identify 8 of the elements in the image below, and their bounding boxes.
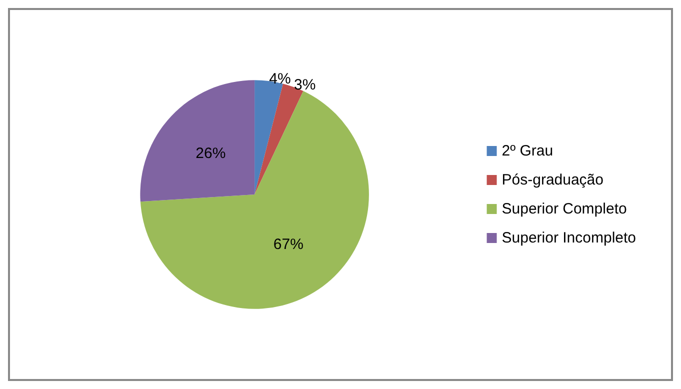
legend-label: 2º Grau (502, 142, 554, 160)
legend-label: Superior Incompleto (502, 230, 636, 246)
data-label: 26% (196, 144, 226, 162)
data-label: 67% (273, 236, 304, 253)
data-label: 3% (294, 76, 316, 94)
data-label: 4% (269, 70, 291, 88)
legend-label: Pós-graduação (502, 172, 604, 188)
legend-label: Superior Completo (502, 200, 627, 218)
